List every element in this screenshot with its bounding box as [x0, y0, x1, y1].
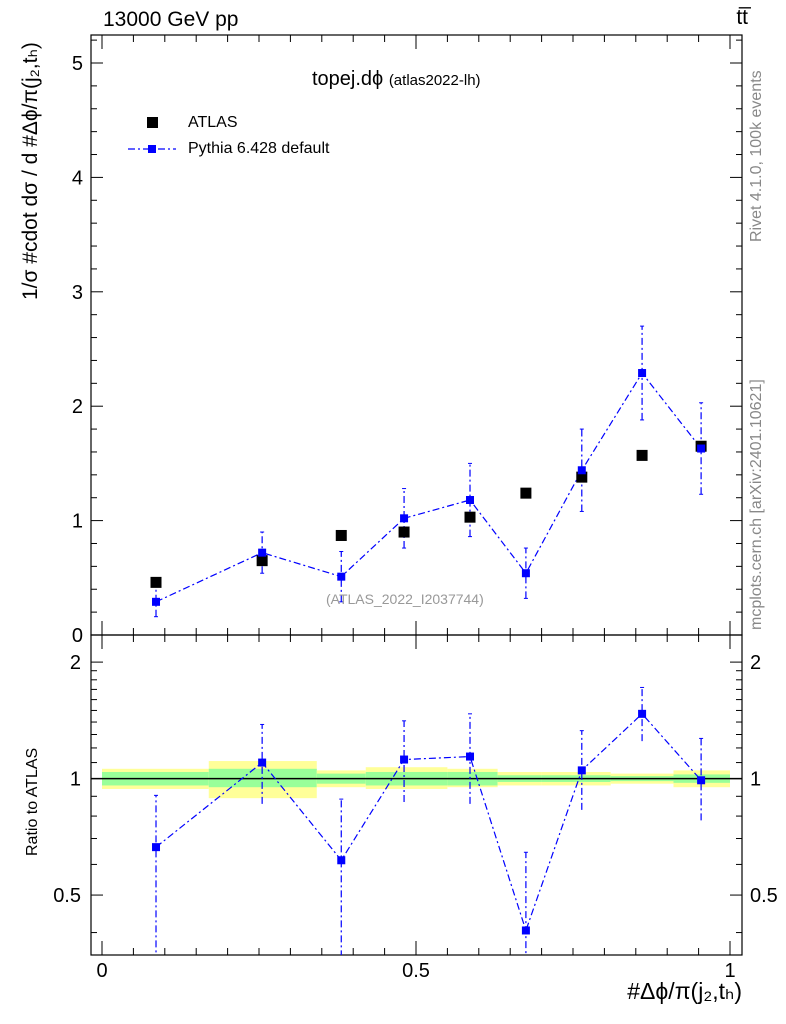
main-ytick-label: 5 — [72, 53, 83, 75]
ratio-point — [337, 856, 346, 865]
data-point — [576, 471, 588, 483]
ratio-ytick-label-left: 2 — [70, 652, 81, 674]
main-plot-marks — [150, 325, 707, 618]
data-point — [636, 449, 648, 461]
data-point — [150, 576, 162, 588]
rivet-version-label: Rivet 4.1.0, 100k events — [748, 70, 765, 242]
mc-point — [697, 444, 706, 453]
analysis-name: topej.dϕ — [312, 68, 384, 90]
mc-point — [466, 496, 475, 505]
mc-series-line — [155, 371, 702, 603]
legend — [128, 117, 176, 153]
data-point — [398, 526, 410, 538]
ratio-point — [400, 755, 409, 764]
mc-point — [638, 369, 647, 378]
legend-marker-mc — [148, 145, 156, 153]
ratio-xtick-label: 1 — [724, 960, 735, 982]
data-point — [335, 529, 347, 541]
data-point — [256, 555, 268, 567]
analysis-title: topej.dϕ (atlas2022-lh) — [312, 68, 481, 91]
ratio-y-axis-label: Ratio to ATLAS — [24, 747, 41, 856]
ratio-series-line — [155, 712, 702, 933]
ratio-point — [577, 766, 586, 775]
legend-label-data: ATLAS — [188, 114, 238, 131]
ratio-xtick-label: 0.5 — [402, 960, 430, 982]
mc-point — [152, 597, 161, 606]
analysis-subtitle: (atlas2022-lh) — [388, 72, 481, 89]
x-axis-label: #Δϕ/π(j₂,tₕ) — [627, 978, 742, 1004]
ratio-ytick-label-right: 1 — [750, 769, 761, 791]
mcplots-label: mcplots.cern.ch [arXiv:2401.10621] — [748, 379, 765, 630]
ratio-point — [466, 752, 475, 761]
main-ytick-label: 3 — [72, 282, 83, 304]
main-ytick-label: 1 — [72, 511, 83, 533]
ratio-uncertainty-bands — [102, 761, 730, 799]
main-ytick-label: 0 — [72, 625, 83, 647]
main-ytick-label: 4 — [72, 167, 83, 189]
ratio-point — [638, 709, 647, 718]
ratio-xtick-label: 0 — [96, 960, 107, 982]
mc-point — [337, 572, 346, 581]
legend-marker-data — [147, 117, 158, 128]
ratio-point — [258, 758, 267, 767]
ratio-point — [697, 776, 706, 785]
ratio-axes-box — [90, 634, 743, 956]
main-ytick-label: 2 — [72, 396, 83, 418]
analysis-watermark: (ATLAS_2022_I2037744) — [326, 591, 484, 607]
mc-point — [521, 569, 530, 578]
ratio-ytick-label-right: 0.5 — [750, 885, 778, 907]
ratio-point — [152, 843, 161, 852]
mc-point — [577, 466, 586, 475]
ratio-plot-marks — [91, 686, 742, 955]
ratio-ytick-label-left: 1 — [70, 769, 81, 791]
ratio-plot-frame: 0 0.5 1 0.5 0.5 1 1 2 2 — [53, 634, 778, 982]
ratio-point — [521, 926, 530, 935]
process-label: tt̅ — [736, 6, 748, 29]
legend-label-mc: Pythia 6.428 default — [188, 140, 330, 157]
energy-label: 13000 GeV pp — [103, 8, 239, 31]
main-y-axis-label: 1/σ #cdot dσ / d #Δϕ/π(j₂,tₕ) — [19, 42, 42, 300]
data-point — [520, 487, 532, 499]
data-point — [464, 511, 476, 523]
mc-point — [400, 514, 409, 523]
ratio-ytick-label-right: 2 — [750, 652, 761, 674]
ratio-ytick-label-left: 0.5 — [53, 885, 81, 907]
mc-point — [258, 548, 267, 557]
